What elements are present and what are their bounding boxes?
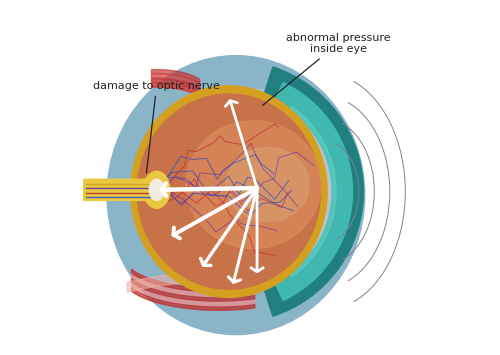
Wedge shape: [232, 120, 320, 263]
Wedge shape: [232, 105, 330, 278]
Wedge shape: [232, 106, 336, 277]
Wedge shape: [232, 83, 352, 300]
Wedge shape: [232, 67, 364, 316]
FancyBboxPatch shape: [83, 179, 162, 201]
Ellipse shape: [157, 89, 343, 252]
Ellipse shape: [107, 56, 365, 335]
Wedge shape: [250, 139, 321, 244]
Ellipse shape: [186, 121, 321, 248]
Text: damage to optic nerve: damage to optic nerve: [94, 81, 220, 173]
Ellipse shape: [226, 147, 309, 222]
Ellipse shape: [130, 86, 327, 297]
Ellipse shape: [150, 179, 164, 200]
Ellipse shape: [144, 171, 170, 208]
Ellipse shape: [137, 94, 320, 289]
Text: abnormal pressure
inside eye: abnormal pressure inside eye: [262, 33, 390, 105]
